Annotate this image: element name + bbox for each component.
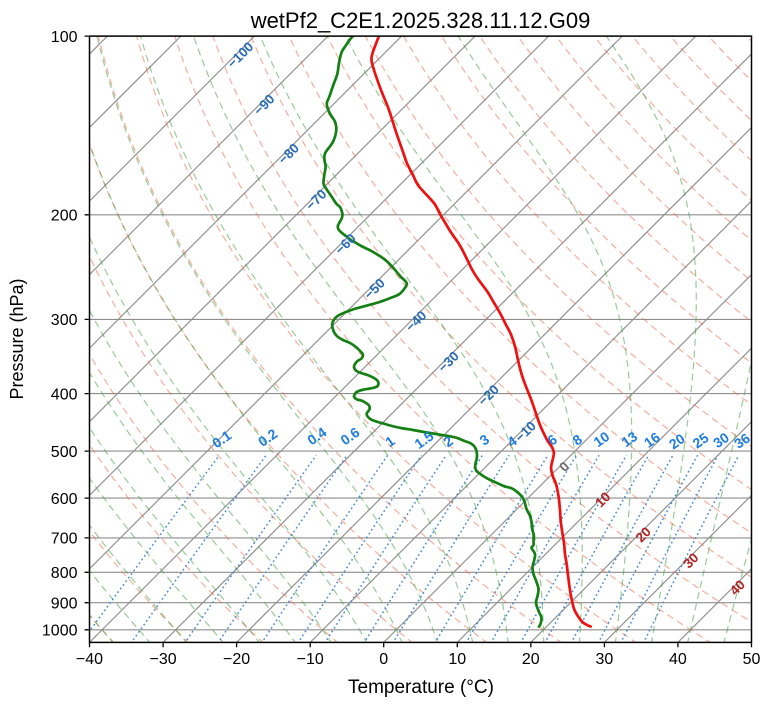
svg-text:600: 600: [51, 491, 78, 508]
svg-text:10: 10: [448, 651, 466, 668]
svg-text:400: 400: [51, 386, 78, 403]
svg-text:40: 40: [669, 651, 687, 668]
svg-text:20: 20: [633, 524, 654, 545]
svg-text:Temperature (°C): Temperature (°C): [348, 677, 494, 698]
svg-text:−10: −10: [297, 651, 324, 668]
svg-text:300: 300: [51, 312, 78, 329]
svg-text:10: 10: [592, 489, 613, 510]
svg-text:200: 200: [51, 208, 78, 225]
svg-text:−20: −20: [223, 651, 250, 668]
svg-text:50: 50: [743, 651, 761, 668]
svg-text:40: 40: [727, 577, 748, 598]
svg-text:Pressure (hPa): Pressure (hPa): [7, 278, 27, 399]
svg-text:500: 500: [51, 444, 78, 461]
svg-text:30: 30: [596, 651, 614, 668]
svg-text:20: 20: [522, 651, 540, 668]
svg-text:0: 0: [379, 651, 388, 668]
svg-text:wetPf2_C2E1.2025.328.11.12.G09: wetPf2_C2E1.2025.328.11.12.G09: [250, 8, 591, 33]
svg-text:800: 800: [51, 565, 78, 582]
svg-text:1000: 1000: [42, 623, 78, 640]
svg-text:900: 900: [51, 596, 78, 613]
svg-text:−30: −30: [150, 651, 177, 668]
svg-text:30: 30: [680, 550, 701, 571]
svg-text:700: 700: [51, 531, 78, 548]
svg-text:100: 100: [51, 29, 78, 46]
svg-text:−40: −40: [76, 651, 103, 668]
